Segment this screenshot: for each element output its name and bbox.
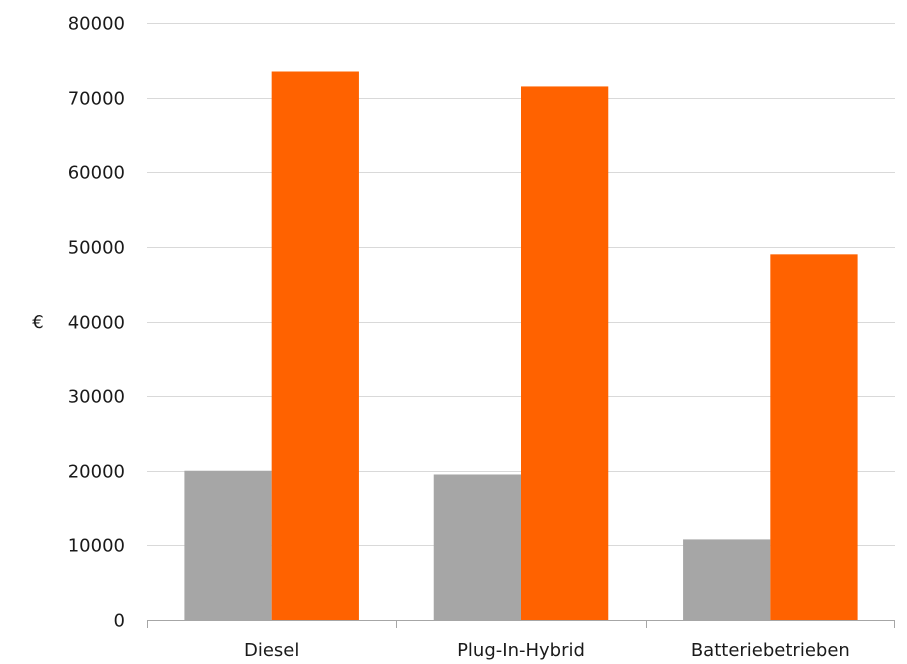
- y-tick-label: 40000: [68, 313, 125, 334]
- bar-grey-1: [433, 474, 521, 620]
- y-tick-label: 10000: [68, 536, 125, 557]
- bar-orange-1: [521, 86, 609, 620]
- x-category-label: Batteriebetrieben: [691, 640, 850, 661]
- bars: [184, 71, 858, 621]
- bar-orange-0: [271, 71, 359, 621]
- y-tick-labels: 0 10000 20000 30000 40000 50000 60000 70000 8000…: [68, 14, 125, 632]
- y-tick-label: 20000: [68, 462, 125, 483]
- y-axis-unit-label: €: [32, 312, 43, 333]
- x-category-label: Diesel: [244, 640, 299, 661]
- y-tick-label: 60000: [68, 163, 125, 184]
- y-tick-label: 30000: [68, 387, 125, 408]
- y-tick-label: 50000: [68, 238, 125, 259]
- axes: [147, 620, 895, 628]
- y-tick-label: 80000: [68, 14, 125, 35]
- bar-grey-2: [683, 539, 771, 620]
- y-tick-label: 70000: [68, 89, 125, 110]
- x-category-labels: Diesel Plug-In-Hybrid Batteriebetrieben: [244, 640, 850, 661]
- bar-orange-2: [770, 254, 858, 620]
- bar-grey-0: [184, 470, 272, 620]
- x-category-label: Plug-In-Hybrid: [457, 640, 585, 661]
- y-tick-label: 0: [114, 611, 125, 632]
